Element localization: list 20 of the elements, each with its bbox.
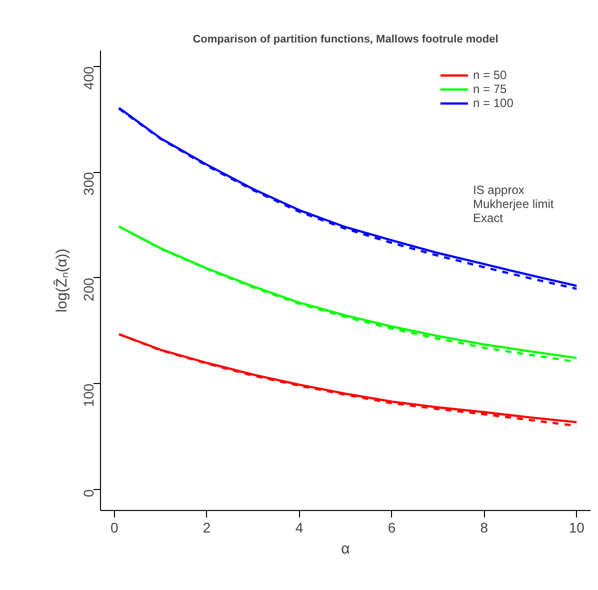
x-tick-label: 8 bbox=[480, 520, 488, 536]
x-tick-label: 4 bbox=[295, 520, 304, 536]
y-tick-label: 400 bbox=[80, 66, 96, 90]
y-tick-label: 200 bbox=[80, 278, 96, 302]
chart-title: Comparison of partition functions, Mallows footrule model bbox=[192, 34, 498, 46]
legend-label: n = 100 bbox=[473, 96, 514, 110]
y-tick-label: 300 bbox=[80, 172, 96, 196]
x-axis-title: α bbox=[341, 540, 350, 558]
y-tick-label: 100 bbox=[80, 383, 96, 407]
annotation: Mukherjee limit bbox=[473, 197, 554, 211]
y-tick-label: 0 bbox=[80, 489, 96, 498]
x-tick-label: 10 bbox=[568, 520, 585, 536]
annotation: Exact bbox=[473, 211, 504, 225]
legend-label: n = 50 bbox=[473, 68, 507, 82]
x-tick-label: 0 bbox=[110, 520, 118, 536]
y-axis-title: log(Ẑₙ(α)) bbox=[52, 248, 70, 312]
x-tick-label: 2 bbox=[202, 520, 211, 536]
legend-label: n = 75 bbox=[473, 82, 507, 96]
x-tick-label: 6 bbox=[388, 520, 396, 536]
annotation: IS approx bbox=[473, 183, 524, 197]
